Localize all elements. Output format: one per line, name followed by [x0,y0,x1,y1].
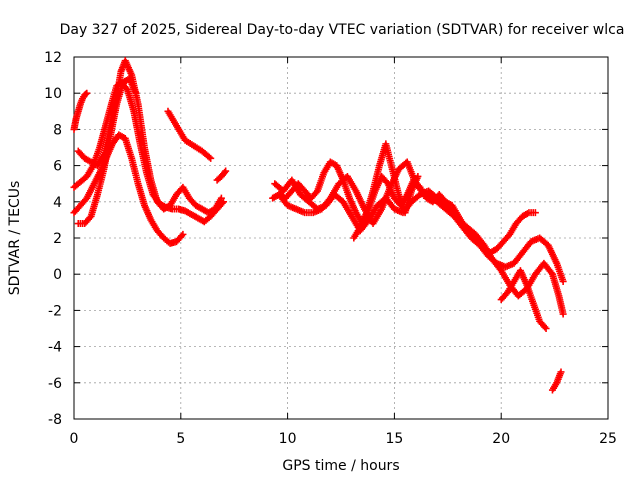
series-track-g [213,167,230,184]
series-track-m [548,368,565,394]
y-axis-label: SDTVAR / TECUs [7,181,23,296]
y-tick-label: 0 [53,267,62,283]
data-point [542,325,550,332]
x-tick-label: 25 [599,431,617,447]
data-layer [70,57,567,394]
data-point [205,153,213,161]
series-track-f [164,107,215,162]
data-point [531,209,539,217]
data-point [207,154,215,162]
grid [74,57,608,419]
x-tick-label: 20 [492,431,510,447]
x-tick-label: 5 [176,431,185,447]
data-point [559,277,567,285]
chart-title: Day 327 of 2025, Sidereal Day-to-day VTE… [60,22,625,38]
series-track-e [74,75,140,228]
data-point [414,172,422,180]
y-tick-label: 12 [44,50,62,66]
data-point [82,90,90,98]
data-point [221,168,229,176]
y-tick-label: 6 [53,159,62,175]
data-point [132,89,140,97]
series-track-k [350,140,422,242]
axis-ticks: 0 5 10 15 20 25 -8 -6 -4 -2 0 2 4 6 8 10 12 [44,50,617,447]
x-tick-label: 10 [279,431,297,447]
series-track-c [70,131,187,247]
y-tick-label: 10 [44,86,62,102]
x-tick-label: 0 [70,431,79,447]
x-axis-label: GPS time / hours [282,458,399,474]
y-tick-label: -8 [48,412,62,428]
y-tick-label: 4 [53,195,62,211]
series-track-l [497,267,550,332]
y-tick-label: -4 [48,340,62,356]
data-point [83,89,91,97]
data-point [217,194,225,202]
data-point [557,368,565,376]
data-point [541,323,549,331]
data-point [559,310,567,318]
data-point [179,230,187,238]
data-point [178,232,186,240]
y-tick-label: 8 [53,122,62,138]
series-track-j [275,158,567,318]
series-track-b [70,89,91,133]
x-tick-label: 15 [385,431,403,447]
y-tick-label: -2 [48,303,62,319]
y-tick-label: -6 [48,376,62,392]
data-point [222,167,230,175]
y-tick-label: 2 [53,231,62,247]
